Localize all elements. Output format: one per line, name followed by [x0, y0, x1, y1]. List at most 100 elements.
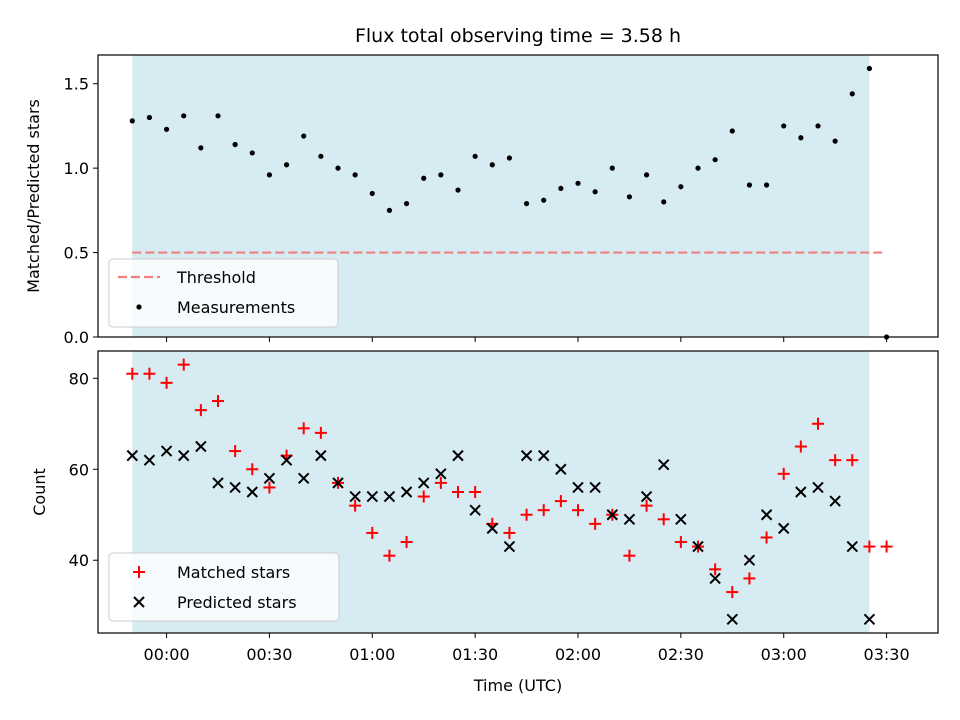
matched-star-point [143, 367, 156, 380]
predicted-star-point [555, 463, 567, 475]
predicted-star-point [229, 481, 241, 494]
predicted-star-point [846, 540, 858, 553]
measurement-point [318, 153, 324, 159]
matched-star-point [863, 540, 876, 553]
matched-star-point [434, 476, 447, 489]
predicted-star-point [778, 522, 790, 535]
predicted-star-point [263, 472, 276, 485]
ratio-y-label: Matched/Predicted stars [24, 99, 43, 293]
x-tick-label: 02:00 [555, 645, 601, 664]
matched-star-point [640, 499, 653, 512]
predicted-star-point [212, 477, 224, 489]
predicted-star-point [435, 468, 447, 480]
predicted-star-point [572, 481, 584, 494]
predicted-star-point [675, 513, 687, 525]
count-legend: Matched stars Predicted stars [108, 552, 340, 622]
count-panel: 40 60 80 00:00 00:30 01:00 01:30 02:00 02:30 03:… [30, 350, 939, 695]
predicted-star-point [520, 449, 533, 462]
predicted-star-point [280, 454, 293, 466]
matched-star-point [880, 540, 893, 553]
measurement-point [643, 172, 650, 178]
measurement-point [592, 189, 598, 195]
measurement-point [215, 113, 221, 119]
matched-star-point [709, 563, 722, 576]
matched-star-point [777, 467, 790, 480]
matched-star-point [126, 367, 139, 380]
predicted-star-point [623, 513, 636, 525]
measurement-point [798, 135, 804, 141]
measurement-point [815, 123, 821, 129]
ratio-y-tick-label: 0.5 [64, 244, 89, 263]
predicted-star-point [692, 540, 704, 553]
predicted-star-point [349, 490, 361, 503]
predicted-star-point [469, 504, 481, 516]
x-tick-label: 01:00 [349, 645, 395, 664]
measurement-point [781, 123, 787, 129]
matched-star-point [194, 404, 207, 417]
measurement-point [661, 199, 667, 205]
predicted-star-point [366, 490, 378, 503]
matched-star-point [469, 486, 482, 498]
predicted-star-point [795, 486, 807, 498]
matched-star-point [589, 517, 602, 530]
matched-star-point [743, 572, 756, 585]
legend-matched-swatch [133, 566, 145, 578]
x-tick-label: 00:00 [144, 645, 190, 664]
predicted-star-point [383, 490, 396, 503]
matched-star-point [794, 440, 807, 453]
measurement-point [232, 141, 238, 148]
matched-star-point [246, 463, 259, 476]
x-axis-label: Time (UTC) [473, 676, 562, 695]
predicted-star-point [760, 509, 773, 521]
legend-matched-label: Matched stars [177, 563, 290, 582]
matched-star-point [177, 358, 190, 371]
matched-star-point [520, 508, 533, 521]
predicted-star-point [743, 554, 756, 566]
predicted-star-point [606, 509, 618, 521]
predicted-star-point [709, 572, 721, 585]
measurement-point [609, 165, 615, 171]
matched-star-point [829, 454, 842, 467]
measurement-point [438, 172, 444, 178]
matched-star-point [674, 536, 687, 549]
predicted-star-point [298, 472, 310, 485]
measurement-point [181, 113, 187, 119]
measurement-point [283, 162, 290, 168]
measurement-point [523, 200, 530, 207]
legend-measurements-swatch [136, 304, 142, 310]
measurement-point [729, 128, 735, 134]
count-y-tick-label: 60 [69, 460, 89, 479]
measurement-point [506, 155, 513, 161]
matched-star-point [366, 526, 379, 539]
measurement-point [198, 145, 204, 151]
predicted-star-point [418, 477, 430, 489]
predicted-star-point [400, 486, 413, 498]
ratio-y-tick-label: 1.0 [64, 159, 89, 178]
predicted-star-point [126, 449, 138, 462]
matched-star-point [229, 445, 242, 458]
measurement-point [266, 172, 273, 178]
matched-star-point [314, 426, 327, 439]
measurement-point [335, 165, 341, 171]
matched-star-point [383, 549, 396, 562]
matched-star-point [726, 586, 739, 599]
measurement-point [129, 118, 135, 124]
legend-predicted-swatch [133, 596, 145, 608]
x-tick-label: 03:30 [864, 645, 910, 664]
measurement-point [403, 200, 410, 207]
matched-star-point [572, 504, 584, 517]
measurement-point [163, 126, 170, 132]
measurement-point [695, 165, 701, 171]
predicted-star-point [452, 449, 464, 462]
measurement-point [455, 187, 461, 193]
measurement-point [558, 185, 564, 192]
predicted-star-point [863, 613, 876, 626]
measurement-point [386, 207, 393, 213]
matched-star-point [417, 490, 430, 503]
ratio-panel-frame [97, 54, 939, 338]
predicted-star-point [315, 449, 327, 462]
predicted-star-point [538, 449, 550, 462]
matched-star-point [623, 549, 636, 562]
count-y-tick-label: 80 [69, 369, 89, 388]
legend-threshold-label: Threshold [176, 268, 256, 287]
